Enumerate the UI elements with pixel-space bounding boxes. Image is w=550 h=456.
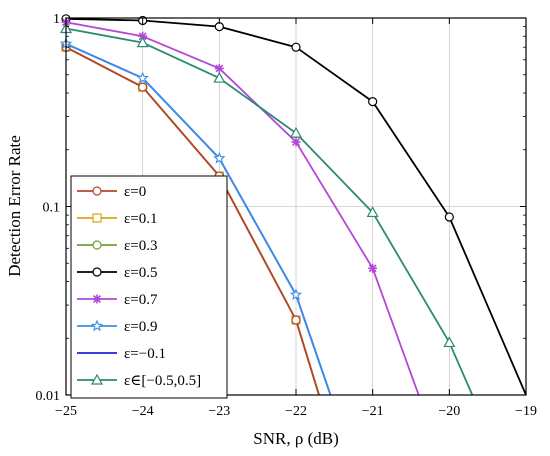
legend-label: ε=0.5 xyxy=(124,265,158,281)
data-point xyxy=(291,42,301,52)
legend-marker xyxy=(92,213,102,223)
y-tick-label: 1 xyxy=(53,12,60,27)
data-point xyxy=(136,36,149,48)
data-point xyxy=(443,336,456,348)
data-point xyxy=(291,315,301,325)
legend-box xyxy=(70,175,228,399)
data-point xyxy=(213,71,226,83)
data-point xyxy=(366,206,379,218)
x-tick-label: −22 xyxy=(285,404,307,419)
marker-stroke xyxy=(93,295,101,303)
x-tick-label: −23 xyxy=(208,404,230,419)
y-tick-label: 0.1 xyxy=(43,201,61,216)
x-tick-label: −24 xyxy=(132,404,154,419)
legend-marker xyxy=(92,267,102,277)
data-point xyxy=(214,63,224,73)
data-point xyxy=(289,288,303,301)
marker-stroke xyxy=(215,64,224,73)
data-point xyxy=(138,31,148,41)
legend-marker xyxy=(90,373,104,385)
data-point xyxy=(444,212,454,222)
legend-marker xyxy=(92,240,102,250)
legend-label: ε=0.3 xyxy=(124,238,158,254)
legend-marker xyxy=(90,319,104,332)
marker-stroke xyxy=(292,138,300,146)
marker-stroke xyxy=(138,32,147,41)
legend-label: ε=0.1 xyxy=(124,211,158,227)
legend-label: ε∈[−0.5,0.5] xyxy=(124,373,201,389)
x-tick-label: −19 xyxy=(515,404,537,419)
legend: ε=0 ε=0.1 ε=0.3 ε=0.5 ε=0.7 ε=0.9 ε=−0.1 ε∈[−0.… xyxy=(70,175,228,399)
legend-label: ε=0.9 xyxy=(124,319,158,335)
legend-item: ε=0 xyxy=(77,184,146,200)
legend-item: ε∈[−0.5,0.5] xyxy=(77,373,201,389)
legend-label: ε=0.7 xyxy=(124,292,158,308)
x-tick-label: −21 xyxy=(362,404,384,419)
legend-item: ε=0.7 xyxy=(77,292,158,308)
data-point xyxy=(291,137,301,147)
data-point xyxy=(368,97,378,107)
legend-marker xyxy=(92,294,102,304)
x-tick-label: −25 xyxy=(55,404,77,419)
legend-item: ε=0.3 xyxy=(77,238,158,254)
x-axis-title: SNR, ρ (dB) xyxy=(253,429,338,448)
axes: −25 −24 −23 −22 −21 −20 −19 0.01 0.1 1 xyxy=(36,12,537,419)
series-8 xyxy=(59,22,474,396)
legend-item: ε=0.5 xyxy=(77,265,158,281)
data-point xyxy=(213,151,226,164)
legend-label: ε=−0.1 xyxy=(124,346,166,362)
data-point xyxy=(136,71,149,84)
x-tick-label: −20 xyxy=(438,404,460,419)
data-point xyxy=(289,126,303,138)
legend-item: ε=−0.1 xyxy=(77,346,166,362)
data-point xyxy=(368,263,378,273)
data-point xyxy=(138,82,148,92)
y-tick-label: 0.01 xyxy=(36,389,61,404)
legend-item: ε=0.9 xyxy=(77,319,158,335)
legend-item: ε=0.1 xyxy=(77,211,158,227)
y-axis-title: Detection Error Rate xyxy=(5,135,24,277)
legend-marker xyxy=(92,186,102,196)
marker-stroke xyxy=(368,264,377,273)
legend-label: ε=0 xyxy=(124,184,146,200)
